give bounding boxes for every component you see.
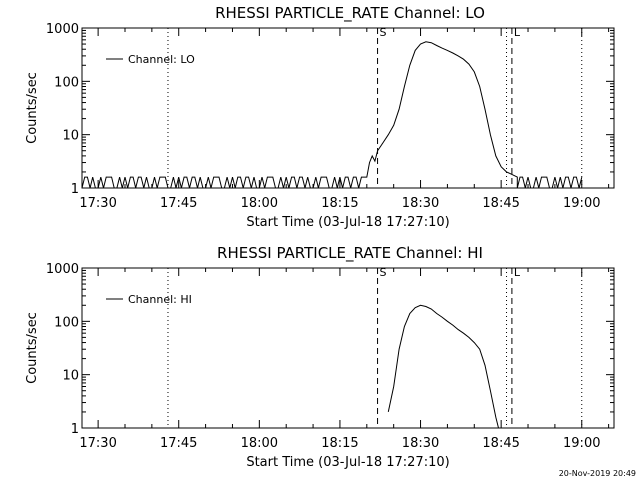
x-axis-label: Start Time (03-Jul-18 17:27:10) (246, 455, 449, 470)
y-axis-label: Counts/sec (25, 72, 40, 144)
series (387, 304, 499, 429)
x-tick-label: 18:30 (402, 196, 439, 211)
marker-label: L (514, 266, 521, 279)
plot-frame (81, 267, 615, 429)
chart-panel-hi: RHESSI PARTICLE_RATE Channel: HI 1101001… (25, 244, 615, 470)
marker-label: S (380, 266, 387, 279)
x-tick-label: 17:30 (79, 196, 116, 211)
legend: Channel: LO (106, 53, 195, 66)
series-line (81, 41, 583, 189)
chart-title: RHESSI PARTICLE_RATE Channel: HI (217, 244, 483, 263)
marker-label: S (380, 26, 387, 39)
x-axis: 17:30 17:45 18:00 18:15 18:30 18:45 19:00 (79, 28, 610, 211)
y-tick-label: 10 (62, 369, 79, 384)
x-tick-label: 18:45 (482, 196, 519, 211)
plot-frame (81, 27, 615, 189)
x-tick-label: 19:00 (563, 196, 600, 211)
x-tick-label: 18:45 (482, 436, 519, 451)
x-tick-label: 19:00 (563, 436, 600, 451)
y-axis: 1 10 100 1000 (46, 262, 614, 437)
x-tick-label: 18:15 (321, 436, 358, 451)
y-tick-label: 1000 (46, 22, 79, 37)
legend: Channel: HI (106, 293, 192, 306)
x-axis: 17:30 17:45 18:00 18:15 18:30 18:45 19:00 (79, 268, 610, 451)
y-tick-label: 10 (62, 129, 79, 144)
x-tick-label: 18:00 (241, 196, 278, 211)
x-tick-label: 17:45 (160, 196, 197, 211)
y-axis-label: Counts/sec (25, 312, 40, 384)
y-tick-label: 100 (54, 315, 79, 330)
legend-label: Channel: HI (128, 293, 192, 306)
marker-label: L (514, 26, 521, 39)
y-tick-label: 100 (54, 75, 79, 90)
y-tick-label: 1 (71, 182, 79, 197)
x-tick-label: 18:00 (241, 436, 278, 451)
x-tick-label: 18:15 (321, 196, 358, 211)
series (81, 41, 583, 189)
legend-label: Channel: LO (128, 53, 195, 66)
chart-panel-lo: RHESSI PARTICLE_RATE Channel: LO 1101001… (25, 4, 615, 230)
x-tick-label: 18:30 (402, 436, 439, 451)
chart-title: RHESSI PARTICLE_RATE Channel: LO (215, 4, 485, 23)
y-axis: 1 10 100 1000 (46, 22, 614, 197)
series-line (387, 304, 499, 429)
x-axis-label: Start Time (03-Jul-18 17:27:10) (246, 215, 449, 230)
x-tick-label: 17:30 (79, 436, 116, 451)
x-tick-label: 17:45 (160, 436, 197, 451)
y-tick-label: 1000 (46, 262, 79, 277)
y-tick-label: 1 (71, 422, 79, 437)
timestamp-footer: 20-Nov-2019 20:49 (559, 469, 636, 478)
